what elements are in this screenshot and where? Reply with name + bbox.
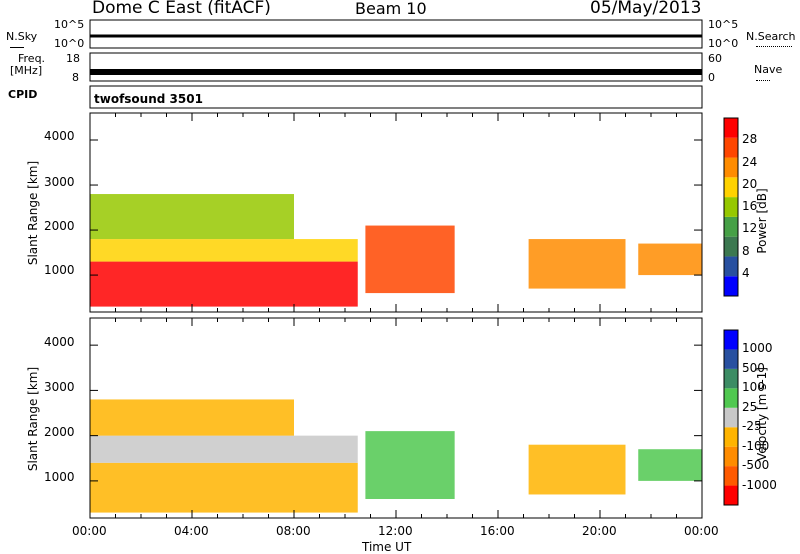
power-region-4 bbox=[528, 239, 626, 289]
nsearch-label: N.Search bbox=[746, 30, 796, 43]
power-colorbar-cell bbox=[724, 177, 738, 198]
velocity-colorbar-cell bbox=[724, 368, 738, 389]
nave-top-tick: 60 bbox=[708, 52, 722, 65]
p1-ytick-2000: 2000 bbox=[44, 219, 75, 233]
p2-ylabel: Slant Range [km] bbox=[26, 366, 40, 472]
velocity-colorbar-cell bbox=[724, 466, 738, 486]
nsky-bottom-tick: 10^0 bbox=[54, 37, 85, 50]
velocity-colorbar-cell bbox=[724, 407, 738, 428]
velocity-colorbar-cell bbox=[724, 446, 738, 467]
power-heatmap-data bbox=[90, 113, 702, 312]
power-colorbar-cell bbox=[724, 216, 738, 237]
power-colorbar-cell bbox=[724, 236, 738, 257]
velocity-colorbar-cell bbox=[724, 485, 738, 505]
x-tick-label: 00:00 bbox=[72, 524, 107, 538]
freq-panel-frame bbox=[89, 52, 703, 82]
power-colorbar-frame bbox=[723, 117, 739, 297]
power-colorbar-tick: 16 bbox=[742, 199, 758, 213]
p2-ytick-4000: 4000 bbox=[44, 335, 75, 349]
cpid-value: twofsound 3501 bbox=[94, 92, 203, 106]
power-region-5 bbox=[638, 243, 702, 276]
power-colorbar-cell bbox=[724, 197, 738, 217]
velocity-colorbar-cell bbox=[724, 388, 738, 408]
freq-top-tick: 18 bbox=[66, 52, 80, 65]
velocity-region-0 bbox=[90, 462, 358, 513]
nsearch-top-tick: 10^5 bbox=[708, 18, 739, 31]
p1-ytick-3000: 3000 bbox=[44, 175, 75, 189]
velocity-colorbar-cell bbox=[724, 349, 738, 369]
nsky-legend-line bbox=[10, 47, 24, 48]
velocity-colorbar-tick: -25 bbox=[742, 419, 762, 434]
nave-label: Nave bbox=[754, 63, 783, 76]
p1-ytick-1000: 1000 bbox=[44, 263, 75, 277]
p1-ylabel: Slant Range [km] bbox=[26, 160, 40, 266]
velocity-colorbar-tick: -500 bbox=[742, 458, 770, 473]
x-tick-label: 08:00 bbox=[276, 524, 311, 538]
power-colorbar-cell bbox=[724, 157, 738, 178]
velocity-region-3 bbox=[365, 431, 455, 499]
power-colorbar-tick: 20 bbox=[742, 176, 758, 191]
power-region-0 bbox=[90, 261, 358, 307]
velocity-region-2 bbox=[90, 399, 294, 436]
power-colorbar-cell bbox=[724, 137, 738, 158]
cpid-panel-frame bbox=[89, 85, 703, 109]
freq-unit-label: [MHz] bbox=[10, 64, 43, 77]
power-colorbar-tick: 28 bbox=[742, 132, 758, 147]
power-colorbar-tick: 24 bbox=[742, 154, 758, 169]
p2-ytick-1000: 1000 bbox=[44, 470, 75, 484]
velocity-colorbar-tick: -1000 bbox=[742, 477, 777, 492]
power-colorbar-tick: 8 bbox=[742, 243, 750, 258]
cpid-label: CPID bbox=[8, 88, 38, 101]
power-colorbar-tick: 4 bbox=[742, 265, 750, 280]
beam-title: Beam 10 bbox=[355, 0, 427, 18]
x-tick-label: 20:00 bbox=[582, 524, 617, 538]
x-tick-label: 16:00 bbox=[480, 524, 515, 538]
power-colorbar-cell bbox=[724, 256, 738, 277]
freq-bottom-tick: 8 bbox=[72, 71, 79, 84]
p1-ytick-4000: 4000 bbox=[44, 129, 75, 143]
velocity-region-4 bbox=[528, 444, 626, 495]
power-colorbar-cell bbox=[724, 276, 738, 296]
velocity-colorbar-tick: 500 bbox=[742, 360, 765, 375]
power-region-1 bbox=[90, 239, 358, 262]
velocity-colorbar-cell bbox=[724, 330, 738, 350]
power-colorbar-tick: 12 bbox=[742, 221, 758, 236]
nave-legend-dots bbox=[756, 80, 770, 81]
nsky-panel-frame bbox=[89, 19, 703, 49]
nsearch-bottom-tick: 10^0 bbox=[708, 37, 739, 50]
velocity-colorbar-tick: -100 bbox=[742, 438, 770, 453]
nsearch-legend-dots bbox=[756, 46, 792, 47]
velocity-colorbar-tick: 25 bbox=[742, 399, 758, 414]
velocity-heatmap-data bbox=[90, 318, 702, 518]
velocity-region-5 bbox=[638, 449, 702, 481]
date-title: 05/May/2013 bbox=[590, 0, 702, 18]
nsky-top-tick: 10^5 bbox=[54, 18, 85, 31]
p2-ytick-2000: 2000 bbox=[44, 425, 75, 439]
power-region-2 bbox=[90, 194, 294, 240]
freq-label: Freq. bbox=[18, 52, 46, 65]
velocity-colorbar-tick: 100 bbox=[742, 380, 765, 395]
nsky-label: N.Sky bbox=[6, 30, 38, 43]
x-tick-label: 04:00 bbox=[174, 524, 209, 538]
x-axis-label: Time UT bbox=[362, 540, 412, 554]
p2-ytick-3000: 3000 bbox=[44, 380, 75, 394]
nave-bottom-tick: 0 bbox=[708, 71, 715, 84]
x-tick-label: 12:00 bbox=[378, 524, 413, 538]
radar-title: Dome C East (fitACF) bbox=[92, 0, 271, 18]
power-colorbar-cell bbox=[724, 118, 738, 138]
velocity-colorbar-tick: 1000 bbox=[742, 341, 773, 356]
velocity-region-1 bbox=[90, 435, 358, 463]
x-tick-label: 00:00 bbox=[684, 524, 719, 538]
velocity-colorbar-frame bbox=[723, 329, 739, 506]
power-region-3 bbox=[365, 225, 455, 294]
velocity-colorbar-cell bbox=[724, 427, 738, 447]
